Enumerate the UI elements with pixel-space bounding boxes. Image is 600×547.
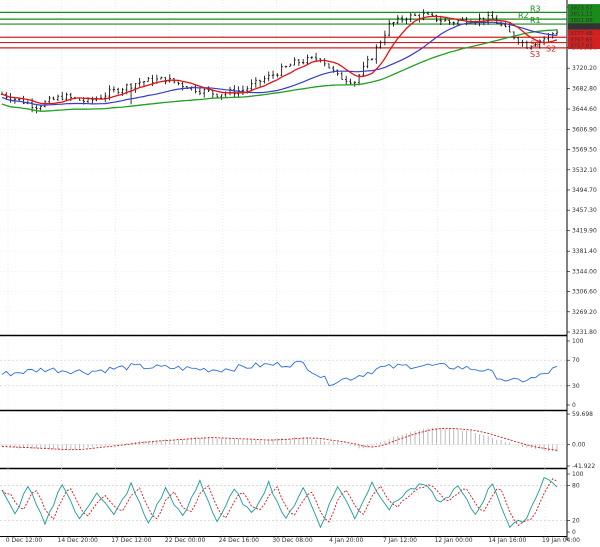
macd-tick-label-2: -41.922 — [572, 463, 595, 470]
x-tick-label-3: 22 Dec 00:00 — [165, 537, 206, 544]
macd-tick-label-0: 59.698 — [572, 411, 593, 418]
rsi-tick-label-3: 0 — [572, 402, 576, 409]
rsi-tick-label-0: 100 — [572, 338, 584, 345]
y-tick-label-9: 3457.30 — [572, 207, 597, 214]
x-tick-label-2: 17 Dec 12:00 — [111, 537, 152, 544]
price-tag-value-1: 3811.11 — [570, 12, 593, 18]
price-tags: 3823.573811.113801.883788.823777.483767.… — [568, 4, 600, 50]
stochastic-panel: 100 80 20 0 — [0, 471, 584, 536]
price-tag-bg-4 — [568, 29, 600, 37]
stoch-tick-label-2: 20 — [572, 517, 580, 524]
level-label-r2: R2 — [518, 11, 529, 20]
y-tick-label-13: 3306.60 — [572, 289, 597, 296]
x-tick-label-7: 7 Jan 12:00 — [383, 537, 417, 544]
level-label-r1: R1 — [530, 16, 541, 25]
y-tick-label-14: 3269.20 — [572, 309, 597, 316]
price-tag-value-2: 3801.88 — [570, 18, 593, 24]
x-tick-label-4: 24 Dec 16:00 — [219, 537, 260, 544]
y-tick-label-3: 3682.80 — [572, 85, 597, 92]
price-tag-bg-6 — [568, 42, 600, 50]
y-tick-label-12: 3344.00 — [572, 268, 597, 275]
price-tag-value-4: 3777.48 — [570, 31, 593, 37]
price-tag-bg-0 — [568, 4, 600, 11]
gridlines — [0, 0, 567, 536]
y-tick-label-10: 3419.90 — [572, 227, 597, 234]
ma-slow-line — [1, 29, 558, 112]
rsi-tick-label-2: 30 — [572, 383, 580, 390]
price-tag-value-0: 3823.57 — [570, 5, 593, 11]
price-panel-bg — [0, 0, 567, 335]
price-tag-bg-2 — [568, 16, 600, 24]
level-label-r3: R3 — [530, 4, 541, 13]
x-tick-label-1: 14 Dec 20:00 — [58, 537, 99, 544]
y-axis-ticks: 3833.503758.303720.203682.803644.603606.… — [567, 4, 597, 336]
price-tag-bg-3 — [568, 23, 600, 30]
level-label-s3: S3 — [530, 50, 540, 59]
level-label-s1: S1 — [530, 39, 540, 48]
y-tick-label-2: 3720.20 — [572, 65, 597, 72]
rsi-line — [1, 360, 558, 387]
ma-mid-line — [1, 21, 558, 106]
y-tick-label-4: 3644.60 — [572, 106, 597, 113]
x-tick-label-6: 4 Jan 20:00 — [329, 537, 363, 544]
y-tick-label-5: 3606.90 — [572, 126, 597, 133]
x-tick-label-10: 19 Jan 04:00 — [542, 537, 580, 544]
y-tick-label-6: 3569.50 — [572, 147, 597, 154]
stoch-tick-label-1: 80 — [572, 483, 580, 490]
moving-averages — [1, 15, 558, 112]
stoch-tick-label-3: 0 — [572, 529, 576, 536]
ma-fast-line — [1, 15, 558, 105]
stoch-tick-label-0: 100 — [572, 471, 584, 478]
macd-panel: 59.698 0.00 -41.922 — [0, 411, 595, 470]
y-tick-label-15: 3231.80 — [572, 329, 597, 336]
price-tag-value-5: 3767.65 — [570, 37, 593, 43]
x-tick-label-5: 30 Dec 08:00 — [272, 537, 313, 544]
price-tag-bg-1 — [568, 10, 600, 18]
x-tick-label-8: 12 Jan 00:00 — [435, 537, 473, 544]
stoch-main-line — [1, 476, 558, 529]
stoch-signal-line — [1, 478, 558, 527]
price-tag-value-3: 3788.82 — [570, 25, 593, 31]
macd-tick-label-1: 0.00 — [572, 442, 586, 449]
macd-signal-line — [1, 427, 558, 451]
y-tick-label-7: 3532.10 — [572, 167, 597, 174]
rsi-tick-label-1: 70 — [572, 357, 580, 364]
rsi-panel: 100 70 30 0 — [0, 338, 584, 409]
y-tick-label-11: 3381.40 — [572, 248, 597, 255]
y-tick-label-8: 3494.70 — [572, 187, 597, 194]
x-tick-label-0: 0 Dec 12:00 — [6, 537, 43, 544]
price-tag-value-6: 3757.83 — [570, 44, 593, 50]
x-axis-ticks: 0 Dec 12:00 14 Dec 20:00 17 Dec 12:00 22 De… — [6, 537, 580, 544]
level-label-s2: S2 — [546, 45, 556, 54]
price-tag-bg-5 — [568, 36, 600, 43]
x-tick-label-9: 14 Jan 16:00 — [488, 537, 526, 544]
